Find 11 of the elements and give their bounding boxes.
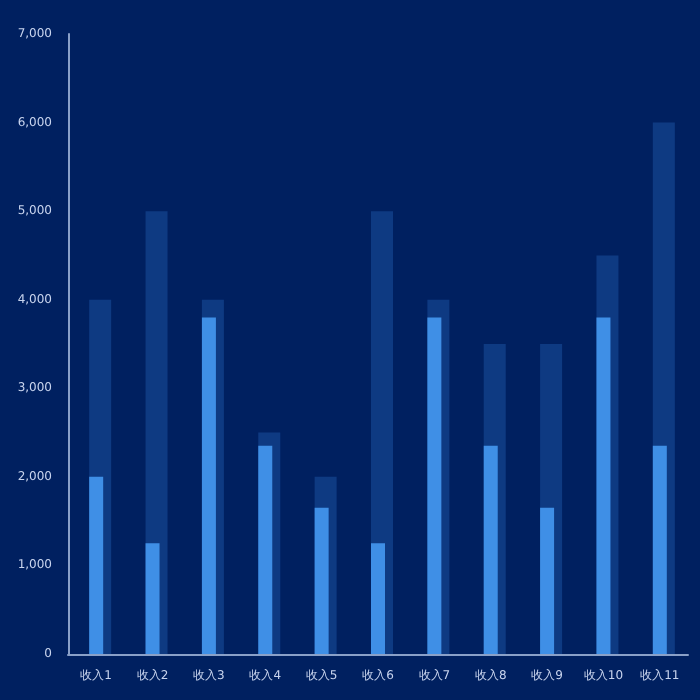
bar [314,507,329,654]
bar [652,445,667,654]
bar [145,543,160,654]
bar [483,445,498,654]
bar [258,445,273,654]
bar [201,317,216,654]
bar [89,476,104,654]
bar [540,507,555,654]
bar [427,317,442,654]
bar [596,317,611,654]
bar [371,543,385,654]
